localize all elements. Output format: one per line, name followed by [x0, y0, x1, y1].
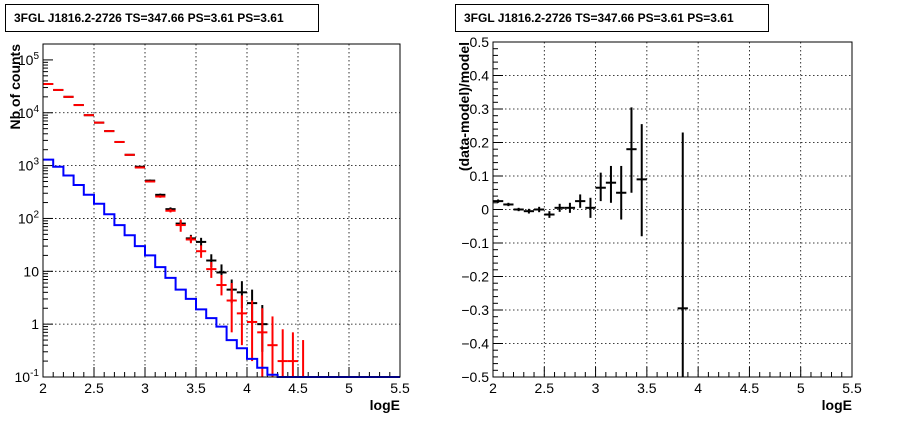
plot-area: [493, 42, 852, 377]
plot-area: [43, 44, 400, 377]
y-tick-label: 0.4: [470, 68, 490, 84]
data-point: [165, 208, 176, 213]
data-point: [155, 195, 166, 198]
data-point: [595, 172, 606, 202]
chart-residuals: 2 2.5 3 3.5 4 4.5 5 5.5 −0.5 −0.4 −0.3 −0.2 −0.1 0 0.1…: [456, 34, 862, 413]
data-point: [216, 275, 227, 296]
data-point: [677, 132, 688, 377]
data-point: [196, 245, 207, 258]
data-point: [145, 180, 156, 183]
y-tick-label: −0.5: [461, 369, 489, 385]
y-tick-label: 104: [18, 104, 40, 121]
y-tick-label: 1: [31, 316, 39, 332]
data-point: [134, 166, 145, 169]
data-point: [605, 165, 617, 203]
y-tick-label: 0.2: [470, 135, 490, 151]
data-point: [277, 329, 288, 377]
plot-frame: [492, 41, 853, 378]
data-point: [94, 121, 105, 124]
x-tick-label: 4: [243, 380, 251, 396]
y-tick-label: −0.4: [461, 336, 489, 352]
data-point: [564, 202, 576, 213]
data-point: [124, 153, 135, 156]
data-point: [226, 283, 237, 333]
x-tick-label: 3: [141, 380, 149, 396]
data-point: [493, 199, 504, 203]
y-tick-label: 0.1: [470, 168, 490, 184]
y-tick-label: 0.3: [470, 101, 490, 117]
data-point: [206, 261, 217, 278]
x-tick-label: 3.5: [186, 380, 206, 396]
data-point: [104, 130, 115, 133]
y-tick-label: 105: [18, 51, 40, 68]
y-tick-label: 103: [18, 157, 40, 174]
data-point: [544, 211, 555, 218]
data-point: [503, 202, 514, 207]
x-axis-label: logE: [822, 397, 852, 413]
data-point: [523, 208, 535, 214]
data-point: [175, 219, 186, 232]
left-chart-title: 3FGL J1816.2-2726 TS=347.66 PS=3.61 PS=3…: [5, 4, 319, 32]
data-point: [513, 207, 524, 212]
x-tick-label: 5.5: [842, 380, 862, 396]
data-point: [534, 206, 545, 213]
data-point: [626, 107, 637, 193]
data-point: [247, 300, 258, 362]
data-point: [196, 237, 207, 247]
data-point: [287, 332, 298, 377]
x-axis-label: logE: [370, 397, 400, 413]
y-axis-label: (data-model)/model: [456, 42, 472, 171]
x-tick-label: 4.5: [740, 380, 760, 396]
y-tick-label: −0.2: [461, 269, 489, 285]
x-tick-label: 5.5: [390, 380, 410, 396]
x-tick-label: 3: [592, 380, 600, 396]
y-tick-label: 102: [18, 209, 40, 226]
x-tick-label: 4.5: [288, 380, 308, 396]
chart-counts: 2 2.5 3 3.5 4 4.5 5 5.5 10-1 1 10 102 103 104 105 logE N…: [7, 43, 410, 413]
x-tick-label: 2: [489, 380, 497, 396]
right-chart-title: 3FGL J1816.2-2726 TS=347.66 PS=3.61 PS=3…: [455, 4, 769, 32]
x-tick-label: 2: [39, 380, 47, 396]
data-point: [185, 235, 196, 244]
y-tick-label: 0.5: [470, 34, 490, 50]
data-point: [114, 140, 125, 143]
y-tick-label: −0.3: [461, 302, 489, 318]
data-point: [267, 316, 278, 377]
y-tick-label: 10-1: [15, 368, 40, 385]
y-tick-label: 0: [481, 202, 489, 218]
x-tick-label: 2.5: [535, 380, 555, 396]
x-tick-label: 4: [694, 380, 702, 396]
data-point: [636, 124, 647, 237]
data-point: [257, 308, 268, 377]
data-point: [236, 295, 247, 346]
data-point: [585, 197, 596, 218]
data-point: [575, 194, 586, 208]
x-tick-label: 2.5: [84, 380, 104, 396]
y-tick-label: 10: [23, 263, 39, 279]
data-point: [83, 114, 94, 117]
x-tick-label: 5: [797, 380, 805, 396]
y-tick-label: −0.1: [461, 235, 489, 251]
plot-frame: [42, 43, 401, 378]
x-tick-label: 5: [345, 380, 353, 396]
x-tick-label: 3.5: [637, 380, 657, 396]
y-axis-label: Nb of counts: [7, 44, 23, 130]
data-point: [554, 203, 565, 212]
data-point: [616, 165, 627, 220]
